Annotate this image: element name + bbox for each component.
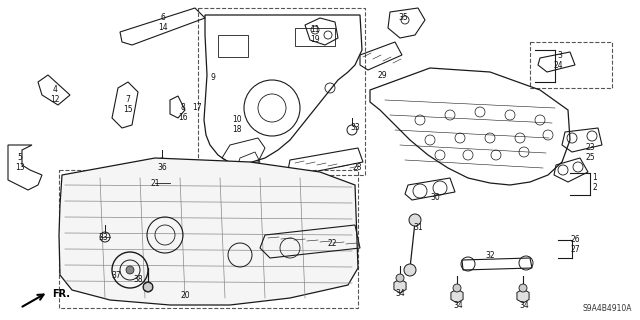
Polygon shape [394,279,406,293]
Text: 14: 14 [158,23,168,33]
Text: 18: 18 [232,125,242,134]
Text: 33: 33 [98,233,108,242]
Text: 4: 4 [52,85,58,94]
Text: 33: 33 [350,124,360,132]
Text: 8: 8 [180,102,186,111]
Text: 29: 29 [377,70,387,79]
Circle shape [453,284,461,292]
Bar [198,8,365,175]
Bar [218,35,248,57]
Text: 12: 12 [51,95,60,105]
Polygon shape [451,289,463,303]
Text: 5: 5 [17,154,22,163]
Polygon shape [517,289,529,303]
Text: 34: 34 [395,289,405,298]
Text: 2: 2 [593,183,597,193]
Text: FR.: FR. [52,289,70,299]
Text: 11: 11 [310,26,320,35]
Text: 3: 3 [557,51,563,60]
Text: 7: 7 [125,95,131,105]
Text: 26: 26 [570,236,580,244]
Text: 10: 10 [232,116,242,124]
Circle shape [409,214,421,226]
Text: 36: 36 [157,164,167,172]
Text: 6: 6 [161,13,165,22]
Text: 20: 20 [180,291,190,300]
Text: 31: 31 [413,223,423,233]
Text: 24: 24 [553,60,563,69]
Bar [530,42,612,88]
Text: 15: 15 [123,106,133,115]
Text: 23: 23 [585,143,595,153]
Text: 30: 30 [430,194,440,203]
Text: 21: 21 [150,179,160,188]
Text: 1: 1 [593,173,597,182]
Circle shape [519,284,527,292]
Text: S9A4B4910A: S9A4B4910A [582,304,632,313]
Bar [59,170,358,308]
Text: 28: 28 [352,164,362,172]
Text: 35: 35 [398,13,408,22]
Text: 22: 22 [327,238,337,247]
Text: 13: 13 [15,164,25,172]
Circle shape [143,282,153,292]
Text: 25: 25 [585,154,595,163]
Circle shape [126,266,134,274]
Text: 34: 34 [453,300,463,309]
Text: 27: 27 [570,245,580,254]
Text: 37: 37 [111,270,121,279]
Text: 17: 17 [192,102,202,111]
Text: 16: 16 [178,113,188,122]
Text: 34: 34 [519,300,529,309]
Circle shape [404,264,416,276]
Circle shape [396,274,404,282]
Text: 32: 32 [485,251,495,260]
Bar [295,28,335,46]
Text: 19: 19 [310,36,320,44]
Text: 38: 38 [133,276,143,284]
Polygon shape [59,158,358,305]
Text: 9: 9 [211,74,216,83]
